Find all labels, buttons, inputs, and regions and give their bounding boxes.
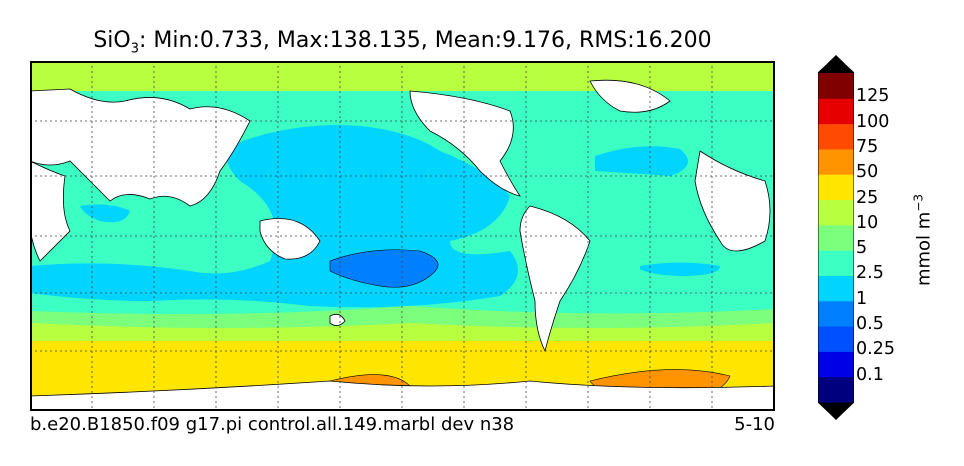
colorbar	[818, 55, 854, 420]
colorbar-tick-label: 0.25	[856, 339, 895, 360]
colorbar-tick-label: 0.1	[856, 364, 884, 385]
colorbar-tick-label: 100	[856, 111, 890, 132]
colorbar-tick-label: 25	[856, 187, 879, 208]
title-species: SiO	[93, 28, 131, 53]
colorbar-unit-label: mmol m−3	[912, 194, 935, 286]
colorbar-swatch	[818, 326, 854, 352]
south-atlantic-low	[640, 262, 720, 276]
colorbar-swatch	[818, 123, 854, 150]
colorbar-over-triangle	[818, 55, 854, 73]
greenland-land	[589, 79, 671, 113]
antarctica-land	[30, 380, 775, 411]
atlantic-east-land	[694, 150, 771, 252]
arctic-band	[30, 61, 775, 91]
australia-land	[259, 218, 321, 260]
colorbar-swatch	[818, 275, 854, 302]
colorbar-under-triangle	[818, 402, 854, 420]
unit-exponent: −3	[911, 193, 926, 212]
colorbar-swatch	[818, 73, 854, 99]
title-stats: : Min:0.733, Max:138.135, Mean:9.176, RM…	[139, 28, 712, 53]
colorbar-swatch	[818, 98, 854, 125]
graticule	[30, 61, 775, 411]
colorbar-swatch	[818, 224, 854, 251]
colorbar-swatch	[818, 300, 854, 327]
unit-base: mmol m	[913, 211, 935, 287]
colorbar-tick-label: 2.5	[856, 263, 884, 284]
new-zealand-land	[329, 313, 346, 326]
colorbar-tick-label: 10	[856, 212, 879, 233]
colorbar-swatch	[818, 250, 854, 276]
colorbar-tick-label: 50	[856, 162, 879, 183]
colorbar-tick-label: 0.5	[856, 314, 884, 335]
colorbar-tick-label: 1	[856, 288, 868, 309]
colorbar-outline	[818, 55, 854, 420]
colorbar-tick-label: 75	[856, 136, 879, 157]
north-america-land	[409, 90, 521, 197]
case-caption: b.e20.B1850.f09 g17.pi control.all.149.m…	[30, 414, 515, 435]
colorbar-swatch	[818, 148, 854, 175]
colorbar-swatch	[818, 174, 854, 201]
colorbar-swatch	[818, 376, 854, 403]
map-border	[30, 61, 775, 411]
sio3-map	[30, 61, 775, 411]
title-subscript: 3	[130, 41, 140, 57]
eurasia-land	[30, 88, 251, 207]
colorbar-tick-label: 5	[856, 238, 868, 259]
colorbar-swatch	[818, 199, 854, 226]
map-title: SiO3: Min:0.733, Max:138.135, Mean:9.176…	[30, 28, 775, 56]
colorbar-tick-label: 125	[856, 86, 890, 107]
south-pacific-gyre-min	[329, 249, 439, 288]
colorbar-swatch	[818, 351, 854, 378]
years-caption: 5-10	[734, 414, 775, 435]
map-svg	[30, 61, 775, 411]
indian-ocean-low	[80, 204, 130, 223]
north-atlantic-low	[595, 146, 688, 176]
